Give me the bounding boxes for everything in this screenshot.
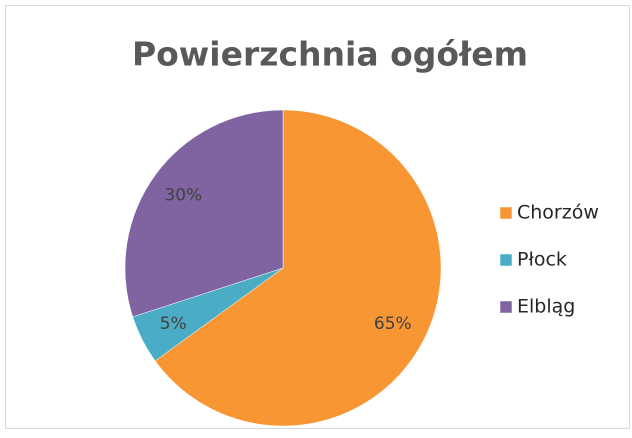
legend-label: Płock	[517, 249, 567, 271]
legend-label: Elbląg	[517, 296, 575, 318]
data-label: 30%	[164, 186, 202, 206]
legend-swatch	[499, 253, 513, 267]
pie-slice	[154, 109, 442, 427]
legend-label: Chorzów	[517, 202, 599, 224]
legend-swatch	[499, 206, 513, 220]
pie-slice	[124, 109, 284, 318]
legend-swatch	[499, 300, 513, 314]
data-label: 65%	[374, 314, 412, 334]
chart-title: Powierzchnia ogółem	[132, 35, 528, 74]
data-label: 5%	[160, 314, 187, 334]
